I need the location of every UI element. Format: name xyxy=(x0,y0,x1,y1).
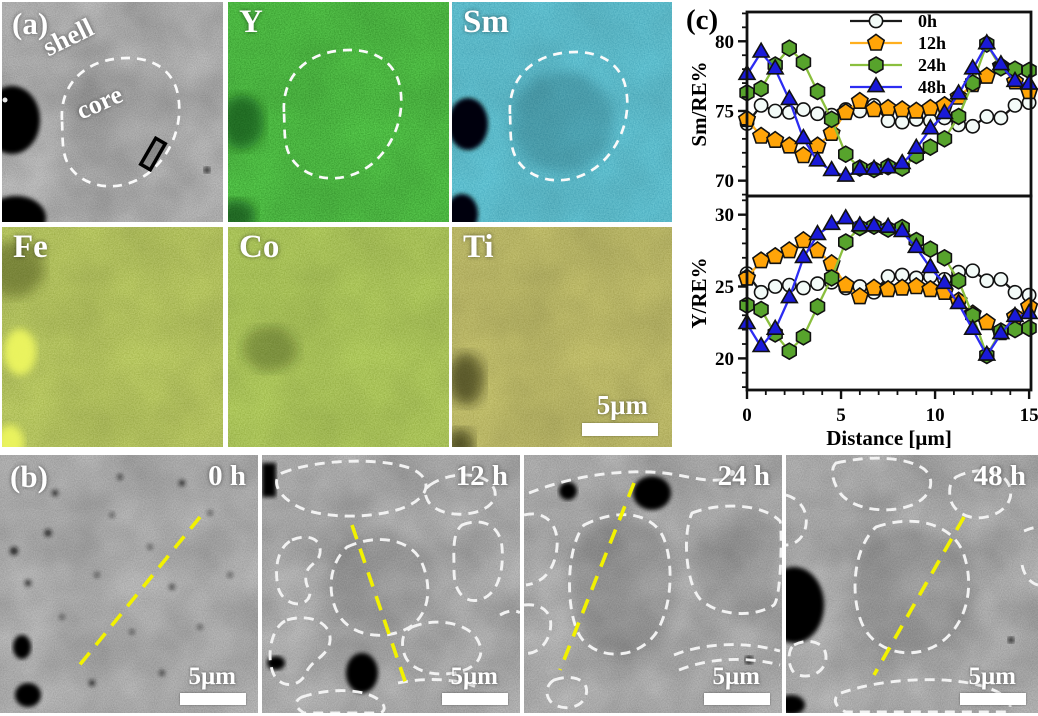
svg-text:25: 25 xyxy=(715,277,734,298)
element-label-sm: Sm xyxy=(463,4,509,40)
scale-bar xyxy=(582,423,658,436)
sem-24h-tile: 24 h 5μm xyxy=(524,455,782,713)
y-map-image xyxy=(228,2,449,222)
plot-Y/RE%: 20 25 30 0 5 10 15 Distance [μm] Y/RE% xyxy=(690,194,1038,450)
svg-text:30: 30 xyxy=(715,205,734,226)
core-outline xyxy=(508,50,629,182)
sem-0h-tile: (b) 0 h 5μm xyxy=(0,455,258,713)
scale-bar-text: 5μm xyxy=(450,663,499,690)
scale-bar-text: 5μm xyxy=(968,663,1017,690)
svg-text:0: 0 xyxy=(742,405,752,426)
co-map-image xyxy=(228,227,449,447)
scale-bar-text: 5μm xyxy=(712,663,761,690)
core-outline xyxy=(282,48,403,180)
svg-text:0h: 0h xyxy=(918,11,937,31)
fe-map-image xyxy=(2,227,223,447)
x-axis-label: Distance [μm] xyxy=(826,426,952,450)
svg-text:12h: 12h xyxy=(918,33,946,53)
svg-text:10: 10 xyxy=(926,405,945,426)
linescan-line xyxy=(350,524,409,688)
sem-12h-tile: 12 h 5μm xyxy=(262,455,520,713)
sem-24h-image xyxy=(524,455,782,713)
scale-bar xyxy=(704,693,770,705)
element-label-ti: Ti xyxy=(463,229,494,265)
element-label-y: Y xyxy=(239,4,263,40)
svg-text:48h: 48h xyxy=(918,77,946,97)
scale-bar xyxy=(960,693,1026,705)
pore-specks xyxy=(10,474,232,686)
element-label-fe: Fe xyxy=(13,229,48,265)
linescan-line xyxy=(558,482,636,671)
svg-text:15: 15 xyxy=(1020,405,1038,426)
svg-text:20: 20 xyxy=(715,349,734,370)
sm-map-tile: Sm xyxy=(452,2,672,222)
scale-bar-text: 5μm xyxy=(188,663,237,690)
sm-map-image xyxy=(452,2,672,222)
linescan-line xyxy=(872,516,966,676)
series-48h xyxy=(737,208,1038,361)
time-label-48h: 48 h xyxy=(973,460,1026,492)
ti-map-tile: Ti 5μm xyxy=(452,227,672,447)
scale-bar xyxy=(180,693,246,705)
scale-bar xyxy=(442,693,508,705)
time-label-12h: 12 h xyxy=(455,460,508,492)
scale-bar-text: 5μm xyxy=(596,390,648,420)
grain-outlines xyxy=(786,456,1038,713)
svg-text:80: 80 xyxy=(715,32,734,53)
sem-48h-image xyxy=(786,455,1038,713)
co-map-tile: Co xyxy=(228,227,449,447)
grain-outlines xyxy=(524,470,782,710)
svg-text:70: 70 xyxy=(715,171,734,192)
sem-core-shell-tile: (a) shell core xyxy=(2,2,223,222)
element-label-co: Co xyxy=(239,229,280,265)
sem-12h-image xyxy=(262,455,520,713)
linescan-box-marker xyxy=(138,135,168,173)
ti-map-image xyxy=(452,227,672,447)
time-label-0h: 0 h xyxy=(208,460,246,492)
core-outline xyxy=(60,56,181,188)
grain-outlines xyxy=(268,459,520,713)
sem-core-shell-image xyxy=(2,2,223,222)
series-48h xyxy=(737,33,1038,182)
fe-map-tile: Fe xyxy=(2,227,223,447)
time-label-24h: 24 h xyxy=(717,460,770,492)
panel-c-label: (c) xyxy=(686,4,719,36)
sem-0h-image xyxy=(0,455,258,713)
y-map-tile: Y xyxy=(228,2,449,222)
panel-b-label: (b) xyxy=(10,459,48,494)
svg-text:5: 5 xyxy=(836,405,846,426)
svg-text:75: 75 xyxy=(715,101,734,122)
panel-a-label: (a) xyxy=(12,6,49,41)
svg-text:24h: 24h xyxy=(918,55,946,75)
y-axis-label: Sm/RE% xyxy=(690,61,711,146)
y-axis-label: Y/RE% xyxy=(690,257,711,328)
sem-48h-tile: 48 h 5μm xyxy=(786,455,1038,713)
linescan-line xyxy=(76,515,202,669)
